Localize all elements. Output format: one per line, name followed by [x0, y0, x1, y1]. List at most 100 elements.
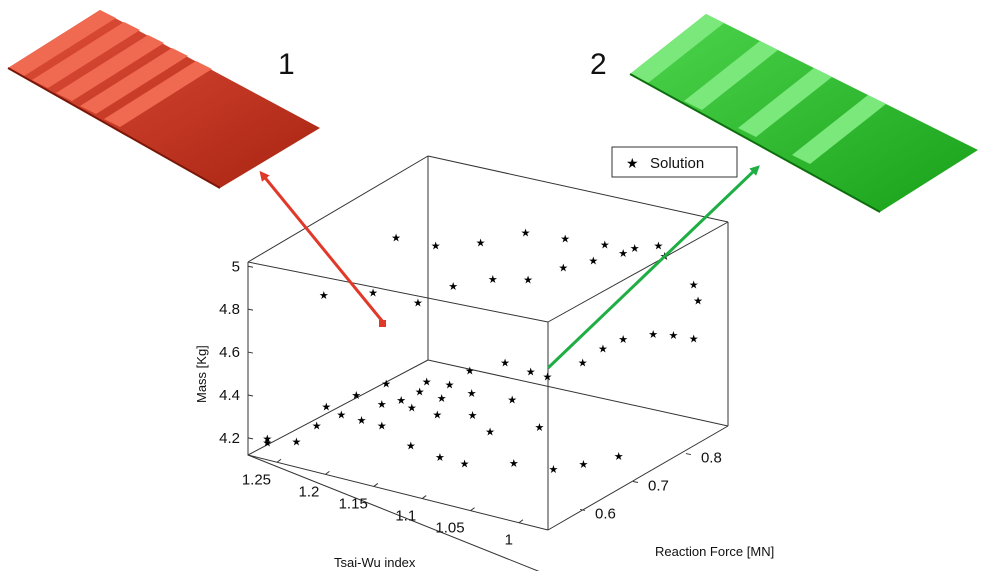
data-point-star: ★ [431, 240, 441, 253]
x-axis-label: Tsai-Wu index [334, 555, 416, 570]
data-point-star: ★ [407, 401, 417, 414]
data-point-star: ★ [507, 394, 517, 407]
x-tick-mark [421, 495, 427, 499]
data-point-star: ★ [618, 333, 628, 346]
data-point-star: ★ [488, 273, 498, 286]
z-tick-mark [247, 437, 254, 440]
z-axis-label: Mass [Kg] [194, 345, 209, 403]
arrow-2 [546, 165, 760, 370]
data-point-star: ★ [523, 274, 533, 287]
data-point-star: ★ [468, 409, 478, 422]
panel-2-plate [629, 14, 978, 213]
x-tick-label: 1 [505, 532, 513, 549]
x-tick-label: 1.15 [339, 495, 368, 512]
data-point-star: ★ [578, 458, 588, 471]
z-tick-mark [247, 308, 254, 311]
z-tick-label: 4.8 [219, 301, 240, 318]
data-point-star: ★ [560, 233, 570, 246]
y-tick-label: 0.6 [595, 505, 616, 522]
y-tick-mark [685, 453, 692, 456]
data-point-star: ★ [598, 343, 608, 356]
data-point-star: ★ [391, 232, 401, 245]
data-point-star: ★ [262, 432, 272, 445]
x-tick-mark [276, 458, 282, 463]
data-point-star: ★ [435, 451, 445, 464]
data-point-star: ★ [521, 227, 531, 240]
data-point-star: ★ [357, 414, 367, 427]
data-point-star: ★ [500, 357, 510, 370]
y-tick-label: 0.7 [648, 478, 669, 495]
arrow-1-anchor [379, 320, 386, 327]
data-point-star: ★ [448, 280, 458, 293]
x-tick-label: 1.1 [395, 508, 416, 525]
data-point-star: ★ [321, 400, 331, 413]
z-tick-mark [247, 265, 254, 268]
z-tick-mark [247, 394, 254, 397]
arrow-1 [259, 170, 385, 323]
data-point-star: ★ [689, 279, 699, 292]
data-point-star: ★ [689, 332, 699, 345]
y-tick-mark [579, 508, 586, 511]
data-point-star: ★ [542, 371, 552, 384]
data-point-star: ★ [476, 236, 486, 249]
y-tick-mark [632, 481, 639, 483]
data-point-star: ★ [406, 439, 416, 452]
x-tick-mark [325, 470, 330, 475]
data-point-star: ★ [578, 356, 588, 369]
z-tick-label: 4.6 [219, 344, 240, 361]
data-point-star: ★ [630, 242, 640, 255]
data-point-star: ★ [377, 398, 387, 411]
tick-labels-layer: 4.2 4.4 4.6 4.8 5 1.25 1.2 1.15 1.1 1.05 1 0.6 0.7 0.… [219, 258, 722, 548]
z-tick-label: 4.4 [219, 387, 240, 404]
data-point-star: ★ [460, 457, 470, 470]
data-point-star: ★ [437, 392, 447, 405]
x-tick-label: 1.05 [435, 520, 464, 537]
data-point-star: ★ [319, 289, 329, 302]
data-point-star: ★ [396, 394, 406, 407]
legend: ★ Solution [611, 146, 738, 178]
data-point-star: ★ [368, 287, 378, 300]
data-point-star: ★ [653, 239, 663, 252]
x-tick-label: 1.25 [242, 471, 271, 488]
data-point-star: ★ [600, 239, 610, 252]
z-tick-label: 4.2 [219, 430, 240, 447]
x-tick-mark [518, 519, 524, 524]
data-point-star: ★ [558, 262, 568, 275]
panel-1-stiffeners [7, 10, 221, 189]
z-tick-label: 5 [232, 258, 240, 275]
points-layer: ★ ★ ★ ★ ★ ★ ★ ★ ★ ★ ★ ★ ★ ★ ★ ★ ★ ★ ★ ★ ★ ★ ★ ★ ★ ★ ★ ★ ★ ★ ★ ★ ★ ★ ★ ★ ★ ★ ★ ★… [262, 227, 703, 476]
data-point-star: ★ [291, 435, 301, 448]
x-tick-mark [470, 507, 475, 512]
data-point-star: ★ [445, 378, 455, 391]
legend-entry-solution: Solution [650, 155, 704, 172]
axes-box [247, 155, 729, 571]
data-point-star: ★ [413, 296, 423, 309]
panel-1-label: 1 [278, 48, 295, 81]
data-point-star: ★ [377, 419, 387, 432]
data-point-star: ★ [351, 389, 361, 402]
data-point-star: ★ [588, 254, 598, 267]
z-tick-mark [247, 351, 254, 354]
data-point-star: ★ [648, 328, 658, 341]
data-point-star: ★ [415, 386, 425, 399]
x-tick-label: 1.2 [299, 483, 320, 500]
x-tick-mark [373, 483, 379, 487]
data-point-star: ★ [485, 426, 495, 439]
data-point-star: ★ [549, 463, 559, 476]
panel-2-stiffeners [629, 14, 886, 213]
panel-2-label: 2 [590, 48, 607, 81]
data-point-star: ★ [432, 408, 442, 421]
data-point-star: ★ [467, 387, 477, 400]
data-point-star: ★ [381, 377, 391, 390]
data-point-star: ★ [693, 295, 703, 308]
panel-1-plate [7, 10, 320, 189]
data-point-star: ★ [422, 375, 432, 388]
data-point-star: ★ [534, 421, 544, 434]
legend-star-icon: ★ [626, 156, 639, 172]
data-point-star: ★ [465, 364, 475, 377]
data-point-star: ★ [614, 450, 624, 463]
data-point-star: ★ [526, 366, 536, 379]
data-point-star: ★ [262, 437, 272, 450]
data-point-star: ★ [312, 419, 322, 432]
